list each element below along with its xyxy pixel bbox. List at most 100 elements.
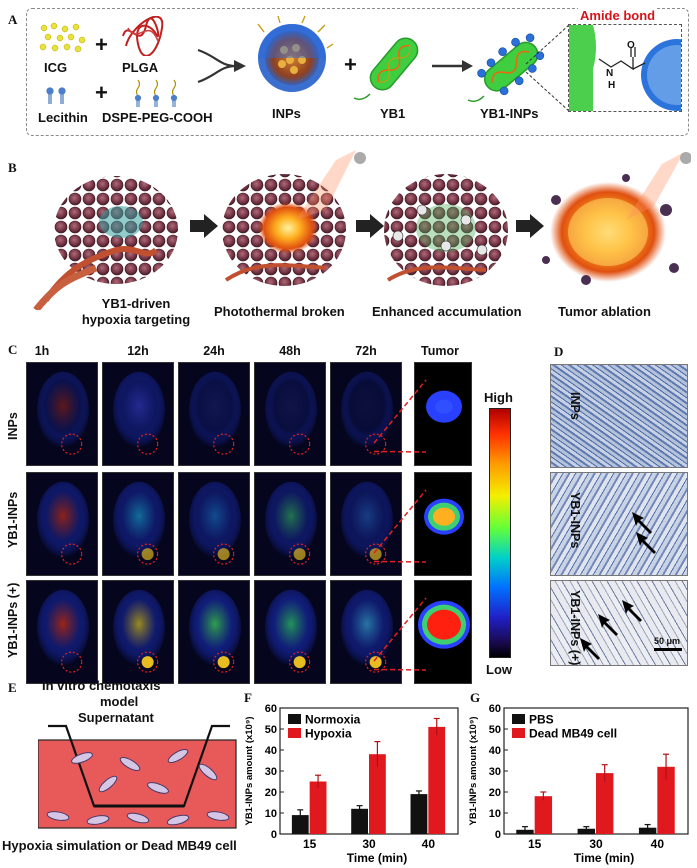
inps-nanoparticle-icon (257, 15, 334, 92)
time-header-12h: 12h (127, 344, 149, 358)
bar (657, 766, 675, 834)
icg-molecules-icon (39, 22, 86, 53)
x-tick-label: 15 (528, 837, 542, 851)
legend-swatch (288, 728, 301, 738)
step1-label-line2: hypoxia targeting (81, 312, 191, 327)
fluorescence-image (178, 362, 250, 466)
yb1-label: YB1 (380, 106, 406, 121)
histology-image-yb1-inps-plus (550, 580, 688, 666)
lecithin-label: Lecithin (38, 110, 88, 125)
fluorescence-image (330, 580, 402, 684)
scale-bar (654, 648, 682, 651)
fluorescence-image (26, 362, 98, 466)
oxygen-atom-label: O (627, 40, 635, 51)
fluorescence-image (102, 362, 174, 466)
legend-label: Hypoxia (305, 727, 352, 741)
fluorescence-image (178, 580, 250, 684)
y-tick-label: 50 (265, 724, 277, 736)
fluorescence-image (178, 472, 250, 576)
y-tick-label: 50 (489, 724, 501, 736)
legend-swatch (512, 728, 525, 738)
x-tick-label: 30 (589, 837, 603, 851)
tumor-fluorescence-image (414, 580, 472, 684)
legend-label: PBS (529, 713, 554, 727)
y-tick-label: 0 (271, 829, 277, 841)
legend-swatch (288, 714, 301, 724)
y-axis-label: YB1-INPs amount (x10⁹) (468, 716, 479, 825)
plga-label: PLGA (122, 60, 159, 75)
bar (351, 808, 368, 834)
bar (410, 794, 428, 834)
yb1-inps-icon (467, 33, 545, 103)
y-tick-label: 30 (489, 766, 501, 778)
colorbar (489, 408, 511, 658)
yb1-inps-label: YB1-INPs (480, 106, 539, 121)
panel-b-letter: B (8, 160, 17, 175)
fluorescence-image (254, 472, 326, 576)
y-tick-label: 60 (265, 703, 277, 715)
y-tick-label: 20 (265, 787, 277, 799)
y-tick-label: 60 (489, 703, 501, 715)
panel-g-letter: G (470, 690, 481, 705)
bar (428, 726, 446, 834)
colorbar-high-label: High (484, 390, 513, 405)
yb1-bacterium-icon (353, 37, 419, 101)
step3-label: Enhanced accumulation (372, 304, 522, 319)
fluorescence-image (26, 472, 98, 576)
y-tick-label: 30 (265, 766, 277, 778)
fluorescence-image (102, 580, 174, 684)
y-axis-label: YB1-INPs amount (x10⁹) (244, 716, 255, 825)
x-axis-label: Time (min) (574, 851, 634, 865)
plus-sign-3: + (344, 52, 357, 77)
time-header-tumor: Tumor (421, 344, 459, 358)
right-arrow-icon (432, 60, 473, 72)
dspe-peg-cooh-icon (134, 79, 178, 107)
fluorescence-image (330, 472, 402, 576)
row-label-yb1-inps-plus: YB1-INPs (+) (6, 582, 20, 658)
time-header-72h: 72h (355, 344, 377, 358)
zoom-connector (373, 489, 427, 563)
y-tick-label: 20 (489, 787, 501, 799)
bar (577, 828, 595, 834)
tumor-fluorescence-image (414, 362, 472, 466)
plus-sign-1: + (95, 32, 108, 57)
zoom-lines (525, 23, 571, 113)
time-header-1h: 1h (34, 344, 50, 358)
y-tick-label: 10 (265, 808, 277, 820)
plga-polymer-icon (122, 16, 164, 56)
panel-f-letter: F (244, 690, 252, 705)
x-tick-label: 40 (422, 837, 436, 851)
colorbar-low-label: Low (486, 662, 512, 677)
bar (309, 781, 327, 834)
bar (534, 796, 553, 834)
transwell-diagram (38, 724, 237, 829)
plus-sign-2: + (95, 80, 108, 105)
step4-label: Tumor ablation (558, 304, 651, 319)
lecithin-molecules-icon (46, 87, 66, 104)
x-axis-label: Time (min) (347, 851, 407, 865)
fluorescence-image (330, 362, 402, 466)
histology-image-yb1-inps (550, 472, 688, 576)
histology-row-label-inps: INPs (568, 392, 582, 420)
fluorescence-image (254, 362, 326, 466)
panel-d-letter: D (554, 344, 564, 359)
x-tick-label: 30 (362, 837, 376, 851)
zoom-connector (373, 597, 427, 671)
y-tick-label: 0 (495, 829, 501, 841)
panel-c-letter: C (8, 342, 18, 357)
y-tick-label: 10 (489, 808, 501, 820)
fluorescence-image (102, 472, 174, 576)
chemotaxis-title-line1: In vitro chemotaxis (42, 678, 161, 693)
step1-label-line1: YB1-driven (101, 296, 171, 311)
bar (596, 773, 614, 834)
x-tick-label: 15 (303, 837, 317, 851)
step2-label: Photothermal broken (214, 304, 345, 319)
dspe-peg-cooh-label: DSPE-PEG-COOH (102, 110, 213, 125)
histology-arrows-yb1-inps (632, 512, 656, 554)
merge-arrow-icon (197, 48, 246, 84)
panel-e-letter: E (8, 680, 17, 695)
fluorescence-image (26, 580, 98, 684)
hydrogen-atom-label: H (608, 80, 616, 91)
